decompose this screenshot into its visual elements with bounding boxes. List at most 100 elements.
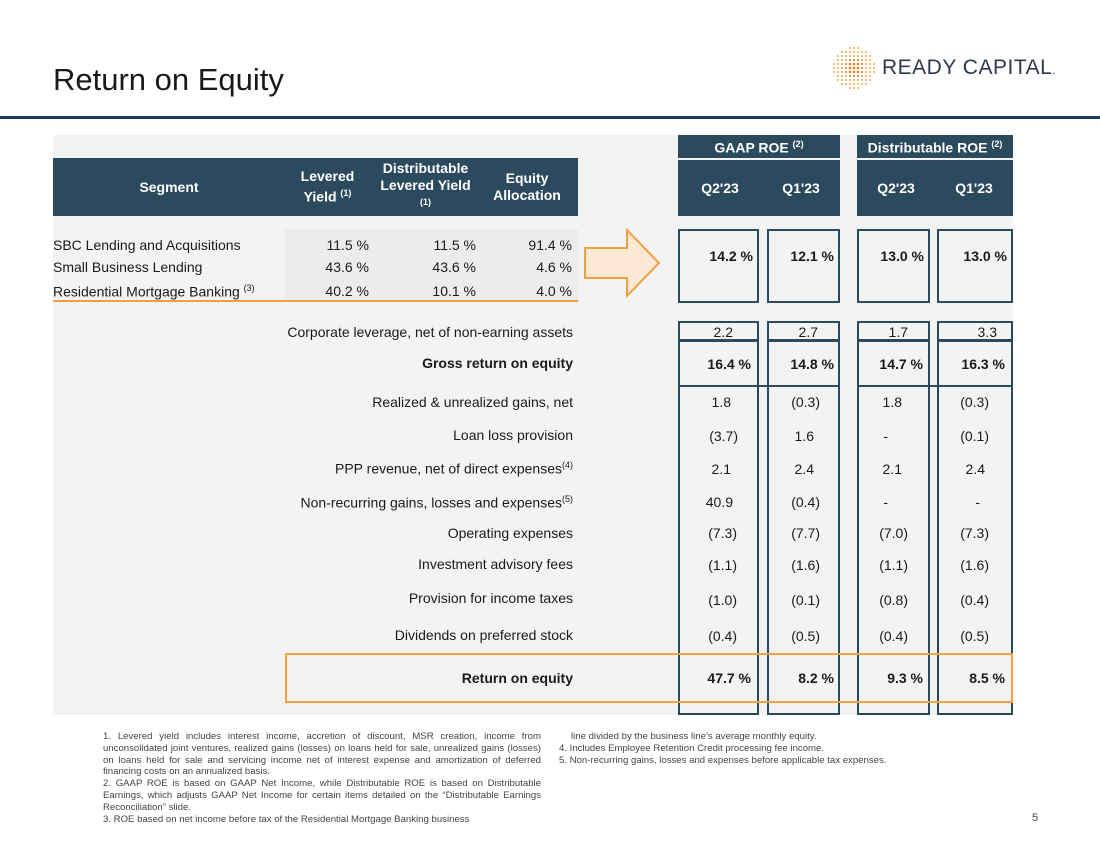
gaap-q2-value: (0.4)	[708, 628, 737, 644]
dist-q2-value: (7.0)	[879, 525, 908, 541]
return-on-equity-highlight	[285, 653, 1013, 703]
gaap-q1-value: 14.8 %	[790, 356, 834, 372]
footnote-3-continued: line divided by the business line’s aver…	[571, 731, 817, 742]
dist-q1-value: 16.3 %	[961, 356, 1005, 372]
gaap-q2-value: (1.1)	[708, 557, 737, 573]
segment-distributable-yield: 43.6 %	[432, 259, 476, 275]
row-label: Operating expenses	[447, 525, 573, 541]
gaap-q2-value: (7.3)	[708, 525, 737, 541]
row-label: PPP revenue, net of direct expenses(4)	[335, 460, 573, 477]
gaap-q2-value: 16.4 %	[707, 356, 751, 372]
segment-levered-yield: 43.6 %	[325, 259, 369, 275]
dist-q2-column-box	[857, 340, 930, 715]
row-label: Provision for income taxes	[408, 590, 573, 606]
row-label: Realized & unrealized gains, net	[372, 394, 573, 410]
gaap-q2-header: Q2'23	[701, 179, 739, 196]
gaap-q1-value: (0.4)	[791, 494, 820, 510]
header-equity-allocation: Equity Allocation	[493, 170, 561, 203]
gaap-q1-segment-box: 12.1 %	[767, 229, 840, 303]
dist-separator	[857, 385, 1013, 387]
dist-q1-value: (7.3)	[960, 525, 989, 541]
footnote-4: 4. Includes Employee Retention Credit pr…	[559, 742, 825, 754]
dist-q1-value: 2.4	[965, 461, 985, 477]
row-label: Corporate leverage, net of non-earning a…	[287, 324, 573, 340]
logo-wordmark: READY CAPITAL.	[882, 56, 1057, 79]
row-label: Gross return on equity	[422, 355, 573, 371]
header-segment: Segment	[139, 178, 199, 195]
dist-q2-value: 9.3 %	[887, 670, 923, 686]
dist-q2-value: -	[883, 428, 888, 444]
gaap-q2-value: (3.7)	[709, 428, 738, 444]
dist-q2-value: 2.1	[882, 461, 902, 477]
dist-q1-value: 8.5 %	[969, 670, 1005, 686]
gaap-q1-value: (0.3)	[791, 394, 820, 410]
dist-q2-value: 14.7 %	[879, 356, 923, 372]
gaap-q1-value: (0.1)	[791, 592, 820, 608]
gaap-quarter-header: Q2'23 Q1'23	[678, 160, 840, 216]
dist-q2-value: 1.7	[888, 324, 908, 340]
row-label: Non-recurring gains, losses and expenses…	[300, 494, 573, 511]
gaap-q2-segment-box: 14.2 %	[678, 229, 759, 303]
page-number: 5	[1032, 812, 1039, 824]
segment-values-shade	[285, 229, 578, 301]
page-title: Return on Equity	[53, 62, 284, 97]
gaap-q2-value: (1.0)	[708, 592, 737, 608]
dist-q1-segment-box: 13.0 %	[937, 229, 1013, 303]
distributable-roe-header: Distributable ROE (2)	[857, 135, 1013, 158]
footnote-5: 5. Non-recurring gains, losses and expen…	[559, 754, 887, 766]
distributable-quarter-header: Q2'23 Q1'23	[857, 160, 1013, 216]
dist-q1-value: (0.4)	[960, 592, 989, 608]
gaap-q2-value: 1.8	[711, 394, 731, 410]
gaap-q1-column-box	[767, 340, 840, 715]
dist-q1-column-box	[937, 340, 1013, 715]
segment-underline	[53, 300, 578, 302]
segment-name: Small Business Lending	[53, 259, 203, 275]
dist-q1-value: -	[975, 494, 980, 510]
logo-dot-grid-icon	[832, 46, 876, 90]
segment-equity-allocation: 4.6 %	[536, 259, 572, 275]
segment-distributable-yield: 11.5 %	[433, 237, 476, 253]
gaap-q1-value: (1.6)	[791, 557, 820, 573]
footnote-3: 3. ROE based on net income before tax of…	[103, 813, 470, 825]
gaap-separator	[678, 385, 840, 387]
header-levered-yield: Levered Yield (1)	[300, 168, 355, 205]
dist-q1-value: (1.6)	[960, 557, 989, 573]
dist-q2-value: 1.8	[882, 394, 902, 410]
gaap-q1-header: Q1'23	[782, 179, 820, 196]
row-label: Loan loss provision	[453, 427, 573, 443]
segment-levered-yield: 40.2 %	[325, 283, 369, 299]
dist-q1-value: 3.3	[977, 324, 997, 340]
title-divider	[0, 116, 1100, 119]
row-label: Dividends on preferred stock	[394, 627, 573, 643]
gaap-q2-value: 40.9	[705, 494, 733, 510]
segment-name: Residential Mortgage Banking (3)	[53, 283, 255, 300]
dist-q2-value: -	[883, 494, 888, 510]
row-label: Return on equity	[461, 670, 573, 686]
header-distributable-levered-yield: Distributable Levered Yield (1)	[380, 159, 471, 207]
gaap-q1-value: (0.5)	[791, 628, 820, 644]
gaap-q2-value: 2.2	[713, 324, 733, 340]
right-arrow-icon	[584, 228, 661, 298]
gaap-q1-value: (7.7)	[791, 525, 820, 541]
gaap-q2-value: 2.1	[711, 461, 731, 477]
dist-q2-value: (1.1)	[879, 557, 908, 573]
gaap-q2-column-box	[678, 340, 759, 715]
segment-equity-allocation: 4.0 %	[536, 283, 572, 299]
dist-q2-segment-box: 13.0 %	[857, 229, 930, 303]
footnote-1: 1. Levered yield includes interest incom…	[103, 731, 541, 778]
dist-q1-value: (0.5)	[960, 628, 989, 644]
footnote-2: 2. GAAP ROE is based on GAAP Net Income,…	[103, 778, 541, 813]
gaap-roe-header: GAAP ROE (2)	[678, 135, 840, 158]
segment-levered-yield: 11.5 %	[326, 237, 369, 253]
footnotes-right: line divided by the business line’s aver…	[559, 731, 959, 766]
dist-q2-value: (0.8)	[879, 592, 908, 608]
segment-name: SBC Lending and Acquisitions	[53, 237, 241, 253]
gaap-q1-value: 2.7	[798, 324, 818, 340]
segment-equity-allocation: 91.4 %	[528, 237, 572, 253]
dist-q1-header: Q1'23	[955, 179, 993, 196]
gaap-q1-value: 8.2 %	[798, 670, 834, 686]
gaap-q1-value: 2.4	[794, 461, 814, 477]
segment-table-header: Segment Levered Yield (1) Distributable …	[53, 158, 578, 216]
dist-q2-value: (0.4)	[879, 628, 908, 644]
segment-distributable-yield: 10.1 %	[432, 283, 476, 299]
